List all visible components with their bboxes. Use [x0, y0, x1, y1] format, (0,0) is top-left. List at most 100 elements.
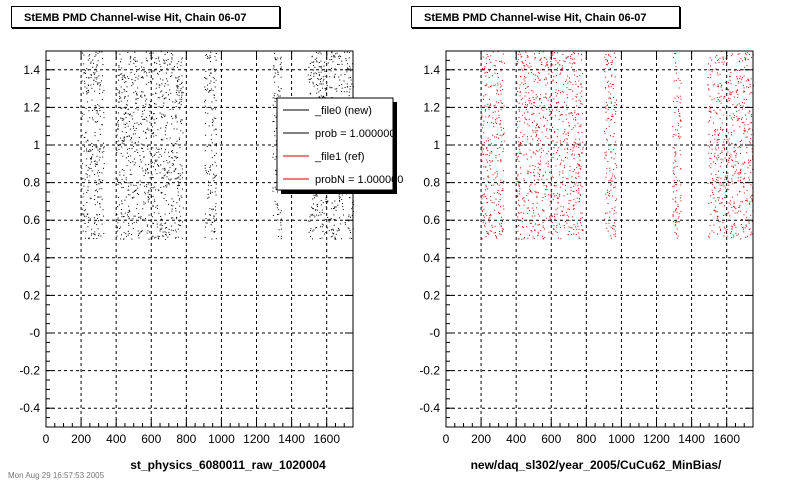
scatter-point — [500, 225, 502, 227]
scatter-point — [215, 53, 217, 54]
scatter-point — [491, 75, 493, 77]
scatter-point — [739, 191, 741, 193]
scatter-point — [518, 225, 519, 227]
scatter-point — [610, 226, 612, 228]
scatter-point — [558, 118, 560, 120]
scatter-point — [180, 58, 182, 60]
scatter-point — [126, 86, 128, 88]
scatter-point — [99, 128, 101, 130]
scatter-point — [135, 189, 137, 191]
scatter-point — [716, 55, 718, 57]
scatter-point — [336, 52, 338, 54]
scatter-point — [212, 164, 213, 166]
scatter-point — [487, 176, 489, 178]
scatter-point — [277, 74, 279, 76]
scatter-point — [277, 72, 279, 74]
scatter-point — [180, 65, 182, 66]
scatter-point — [139, 232, 141, 234]
scatter-point — [527, 85, 529, 87]
scatter-point — [138, 233, 140, 235]
scatter-point — [162, 168, 164, 170]
scatter-point — [123, 97, 125, 99]
scatter-point — [532, 226, 534, 228]
scatter-point — [213, 180, 215, 182]
scatter-point — [553, 225, 555, 227]
scatter-point — [733, 236, 735, 238]
scatter-point — [719, 118, 721, 120]
scatter-point — [534, 165, 536, 167]
scatter-point — [123, 216, 125, 217]
scatter-point — [94, 180, 96, 182]
scatter-point — [215, 238, 217, 240]
scatter-point — [170, 172, 172, 174]
scatter-point — [86, 148, 87, 150]
scatter-point — [551, 116, 553, 118]
scatter-point — [537, 178, 539, 180]
scatter-point — [164, 223, 166, 224]
scatter-point — [147, 60, 149, 62]
scatter-point — [151, 177, 153, 179]
scatter-point — [564, 227, 566, 229]
scatter-point — [578, 188, 580, 189]
scatter-point — [502, 89, 504, 90]
scatter-point — [721, 152, 723, 153]
scatter-point — [570, 55, 571, 57]
scatter-point — [742, 77, 743, 79]
scatter-point — [747, 78, 749, 80]
scatter-point — [570, 227, 572, 229]
scatter-point — [168, 228, 170, 230]
scatter-point — [170, 53, 172, 54]
scatter-point — [145, 164, 147, 166]
scatter-point — [571, 128, 573, 130]
scatter-point — [721, 129, 723, 131]
scatter-point — [275, 140, 277, 142]
scatter-point — [609, 211, 611, 213]
scatter-point — [724, 139, 726, 140]
scatter-point — [717, 199, 719, 201]
scatter-point — [582, 230, 584, 232]
scatter-point — [485, 184, 487, 186]
scatter-point — [717, 216, 719, 217]
scatter-point — [553, 193, 555, 195]
scatter-point — [730, 156, 732, 158]
scatter-point — [141, 66, 142, 68]
scatter-point — [569, 112, 571, 114]
y-tick-label: 0.6 — [23, 213, 40, 227]
scatter-point — [89, 197, 91, 199]
scatter-point — [182, 92, 184, 94]
scatter-point — [575, 95, 577, 97]
scatter-point — [92, 119, 94, 121]
scatter-point — [732, 183, 734, 185]
scatter-point — [719, 190, 721, 191]
scatter-point — [164, 54, 166, 55]
scatter-point — [90, 62, 92, 64]
scatter-point — [735, 208, 737, 209]
scatter-point — [343, 80, 345, 82]
scatter-point — [177, 194, 179, 196]
scatter-point — [609, 193, 611, 194]
scatter-point — [158, 165, 160, 167]
scatter-point — [524, 80, 526, 82]
scatter-point — [131, 197, 133, 198]
scatter-point — [487, 122, 488, 124]
scatter-point — [121, 117, 123, 119]
scatter-point — [713, 231, 715, 233]
scatter-point — [123, 141, 125, 142]
scatter-point — [568, 226, 570, 228]
scatter-point — [181, 168, 183, 170]
scatter-point — [342, 206, 344, 208]
scatter-point — [215, 118, 217, 119]
scatter-point — [716, 217, 718, 219]
scatter-point — [211, 107, 213, 109]
scatter-point — [318, 91, 320, 93]
scatter-point — [213, 231, 215, 233]
scatter-point — [145, 137, 147, 139]
scatter-point — [323, 78, 325, 80]
scatter-point — [98, 183, 100, 185]
scatter-point — [209, 167, 211, 168]
scatter-point — [96, 161, 98, 163]
scatter-point — [723, 96, 725, 98]
scatter-point — [575, 202, 577, 204]
scatter-point — [274, 52, 275, 54]
scatter-point — [579, 238, 581, 239]
